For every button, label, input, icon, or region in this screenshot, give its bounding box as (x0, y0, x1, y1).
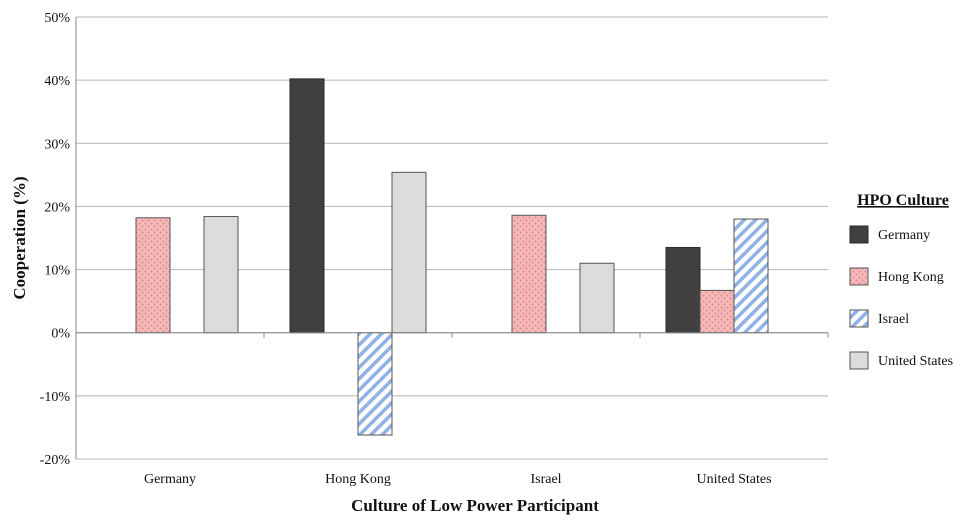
y-axis-title: Cooperation (%) (10, 176, 29, 299)
bar (357, 332, 393, 436)
x-tick-label: United States (696, 472, 771, 487)
gridlines (76, 16, 828, 460)
legend-label: Israel (878, 312, 909, 327)
legend: HPO Culture Germany Hong Kong Israel United… (849, 192, 953, 370)
y-tick-label: 50% (44, 11, 70, 26)
legend-title: HPO Culture (857, 192, 949, 209)
bar (511, 214, 547, 334)
legend-label: United States (878, 354, 953, 369)
legend-label: Germany (878, 228, 930, 243)
bar (391, 171, 427, 334)
y-tick-labels: -20% -10% 0% 10% 20% 30% 40% 50% (40, 11, 71, 468)
y-tick-label: 40% (44, 74, 70, 89)
y-tick-label: 20% (44, 200, 70, 215)
y-tick-label: -10% (40, 390, 71, 405)
legend-swatch (849, 267, 869, 286)
y-tick-label: 10% (44, 264, 70, 279)
legend-swatch (849, 225, 869, 244)
x-tick-label: Hong Kong (325, 472, 391, 487)
bar (135, 217, 171, 334)
y-tick-label: 30% (44, 137, 70, 152)
x-tick-label: Israel (530, 472, 561, 487)
bar (203, 216, 239, 334)
bar (699, 289, 735, 334)
x-axis-title: Culture of Low Power Participant (351, 496, 599, 515)
y-tick-label: -20% (40, 453, 71, 468)
legend-label: Hong Kong (878, 270, 944, 285)
bar (289, 78, 325, 334)
x-tick-label: Germany (144, 472, 196, 487)
y-tick-label: 0% (51, 327, 70, 342)
x-tick-labels: Germany Hong Kong Israel United States (144, 472, 772, 487)
legend-swatch (849, 309, 869, 328)
axes (75, 17, 829, 459)
bar (665, 246, 701, 334)
legend-swatch (849, 351, 869, 370)
bar (579, 262, 615, 334)
bar (733, 218, 769, 334)
bars (135, 78, 769, 436)
